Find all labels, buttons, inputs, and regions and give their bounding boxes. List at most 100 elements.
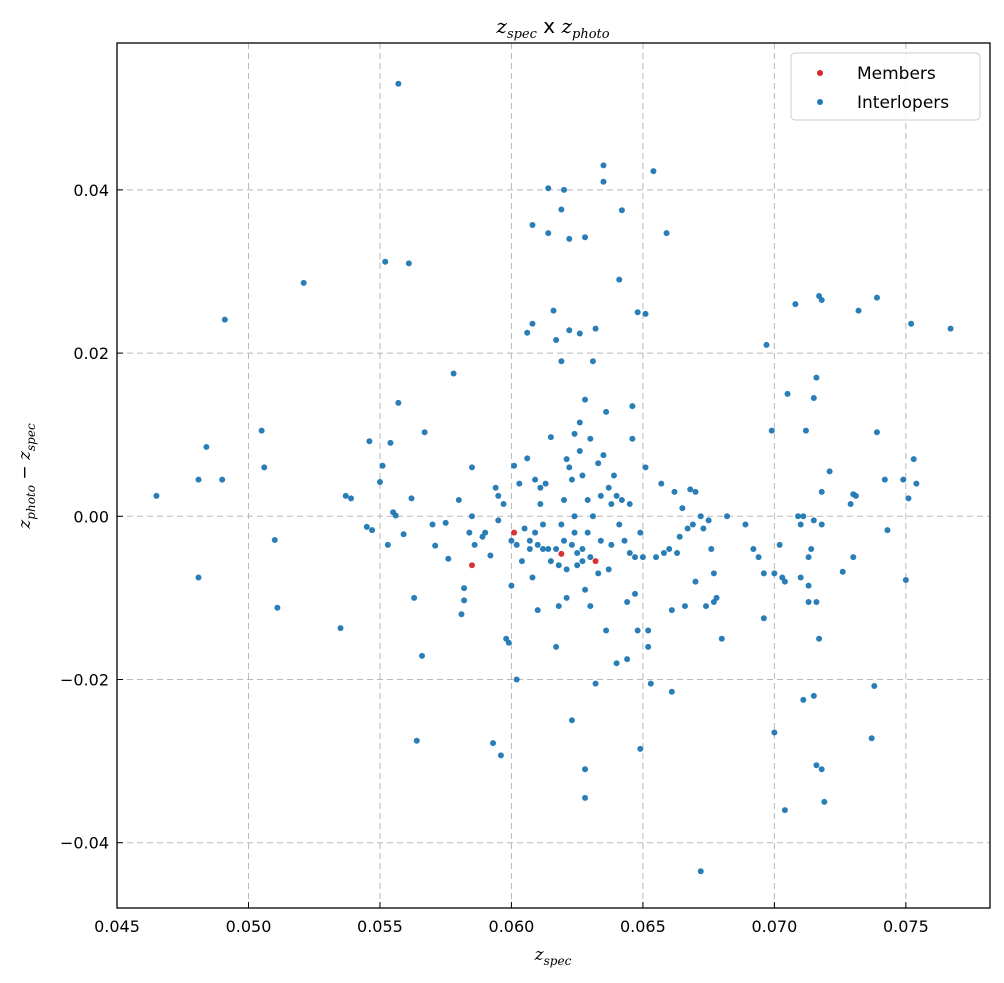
x-tick-label: 0.060 <box>489 917 535 936</box>
interlopers-point <box>518 558 525 565</box>
x-tick-label: 0.050 <box>226 917 272 936</box>
interlopers-point <box>632 554 639 561</box>
interlopers-point <box>411 594 418 601</box>
interlopers-point <box>542 480 549 487</box>
interlopers-point <box>582 794 589 801</box>
interlopers-point <box>532 529 539 536</box>
interlopers-point <box>574 562 581 569</box>
interlopers-point <box>902 576 909 583</box>
interlopers-point <box>458 611 465 618</box>
interlopers-point <box>524 455 531 462</box>
interlopers-point <box>668 688 675 695</box>
y-tick-label: 0.04 <box>73 181 109 200</box>
interlopers-point <box>558 521 565 528</box>
interlopers-point <box>818 766 825 773</box>
interlopers-point <box>584 529 591 536</box>
interlopers-point <box>568 717 575 724</box>
interlopers-point <box>610 472 617 479</box>
interlopers-point <box>642 464 649 471</box>
interlopers-point <box>529 320 536 327</box>
interlopers-point <box>634 627 641 634</box>
interlopers-point <box>784 390 791 397</box>
interlopers-point <box>595 570 602 577</box>
interlopers-point <box>671 488 678 495</box>
interlopers-point <box>900 476 907 483</box>
y-axis-label: zphoto − zspec <box>15 423 38 530</box>
interlopers-point <box>608 541 615 548</box>
interlopers-point <box>605 566 612 573</box>
interlopers-point <box>666 545 673 552</box>
interlopers-point <box>153 492 160 499</box>
interlopers-point <box>495 517 502 524</box>
interlopers-point <box>589 358 596 365</box>
interlopers-point <box>392 512 399 519</box>
interlopers-point <box>521 525 528 532</box>
interlopers-point <box>910 456 917 463</box>
interlopers-point <box>852 492 859 499</box>
interlopers-point <box>713 594 720 601</box>
interlopers-point <box>881 476 888 483</box>
interlopers-point <box>219 476 226 483</box>
interlopers-point <box>681 603 688 610</box>
interlopers-point <box>621 537 628 544</box>
interlopers-point <box>455 496 462 503</box>
interlopers-point <box>574 550 581 557</box>
members-point <box>468 562 475 569</box>
interlopers-point <box>642 310 649 317</box>
x-tick-label: 0.055 <box>357 917 403 936</box>
interlopers-point <box>529 221 536 228</box>
interlopers-point <box>497 752 504 759</box>
interlopers-point <box>579 558 586 565</box>
interlopers-point <box>587 554 594 561</box>
interlopers-point <box>813 598 820 605</box>
interlopers-point <box>563 566 570 573</box>
interlopers-point <box>195 476 202 483</box>
interlopers-point <box>537 484 544 491</box>
data-points <box>153 80 954 875</box>
interlopers-point <box>524 329 531 336</box>
interlopers-point <box>645 643 652 650</box>
plot-frame <box>116 42 991 909</box>
interlopers-point <box>624 656 631 663</box>
interlopers-point <box>603 627 610 634</box>
interlopers-point <box>405 260 412 267</box>
interlopers-point <box>871 683 878 690</box>
interlopers-point <box>813 374 820 381</box>
interlopers-point <box>710 570 717 577</box>
interlopers-point <box>582 396 589 403</box>
interlopers-point <box>676 533 683 540</box>
interlopers-point <box>873 429 880 436</box>
interlopers-point <box>576 419 583 426</box>
interlopers-point <box>195 574 202 581</box>
interlopers-point <box>568 541 575 548</box>
interlopers-point <box>553 643 560 650</box>
interlopers-point <box>908 320 915 327</box>
interlopers-point <box>818 488 825 495</box>
interlopers-point <box>547 558 554 565</box>
interlopers-point <box>571 513 578 520</box>
interlopers-point <box>660 550 667 557</box>
interlopers-point <box>689 521 696 528</box>
interlopers-point <box>545 185 552 192</box>
interlopers-point <box>913 480 920 487</box>
interlopers-point <box>592 680 599 687</box>
interlopers-point <box>805 554 812 561</box>
interlopers-point <box>576 330 583 337</box>
interlopers-point <box>629 435 636 442</box>
interlopers-point <box>597 492 604 499</box>
x-tick-label: 0.045 <box>94 917 140 936</box>
y-tick-label: −0.02 <box>60 671 109 690</box>
interlopers-point <box>384 541 391 548</box>
interlopers-point <box>603 408 610 415</box>
interlopers-point <box>810 517 817 524</box>
interlopers-point <box>558 358 565 365</box>
interlopers-point <box>771 729 778 736</box>
interlopers-point <box>445 555 452 562</box>
interlopers-point <box>376 479 383 486</box>
interlopers-point <box>532 476 539 483</box>
interlopers-point <box>508 537 515 544</box>
interlopers-point <box>639 554 646 561</box>
interlopers-point <box>600 178 607 185</box>
interlopers-point <box>608 501 615 508</box>
interlopers-point <box>274 604 281 611</box>
